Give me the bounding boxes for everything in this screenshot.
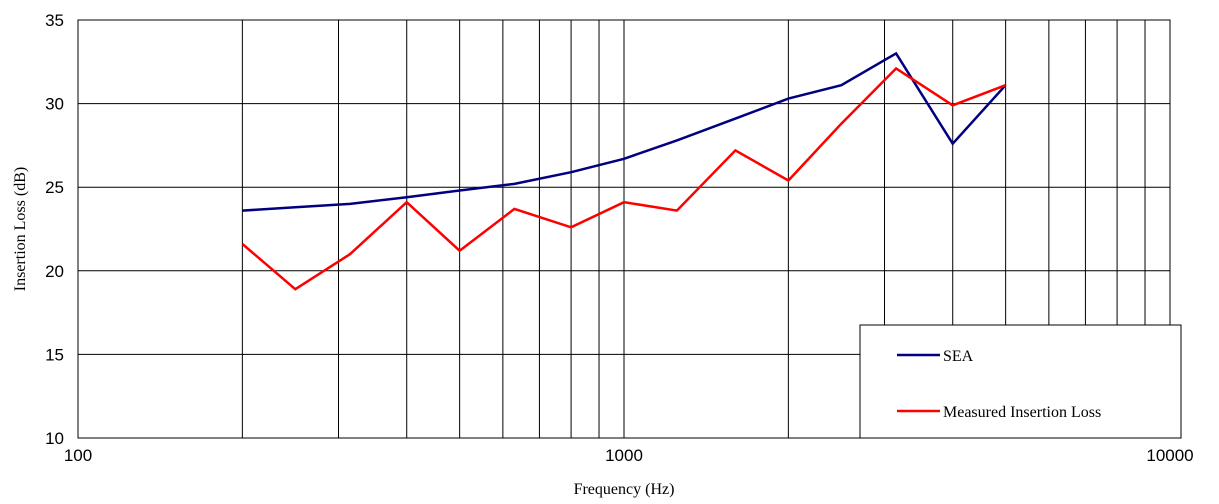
series-line-measured bbox=[241, 66, 1007, 291]
y-tick-label: 35 bbox=[45, 11, 64, 30]
y-tick-label: 10 bbox=[45, 429, 64, 448]
x-tick-label: 1000 bbox=[605, 446, 643, 465]
x-axis-title: Frequency (Hz) bbox=[574, 481, 675, 498]
plot-area bbox=[77, 19, 1171, 439]
legend-box bbox=[859, 324, 1182, 439]
y-axis-title: Insertion Loss (dB) bbox=[12, 167, 29, 291]
series-group bbox=[241, 51, 1007, 291]
legend-label-measured: Measured Insertion Loss bbox=[943, 404, 1101, 421]
y-tick-label: 20 bbox=[45, 262, 64, 281]
y-tick-label: 15 bbox=[45, 345, 64, 364]
y-tick-labels: 10 15 20 25 30 35 bbox=[45, 11, 64, 448]
y-tick-label: 30 bbox=[45, 95, 64, 114]
legend: SEA Measured Insertion Loss bbox=[859, 324, 1182, 439]
x-tick-label: 100 bbox=[64, 446, 92, 465]
y-tick-label: 25 bbox=[45, 178, 64, 197]
x-tick-label: 10000 bbox=[1146, 446, 1193, 465]
legend-label-sea: SEA bbox=[943, 348, 974, 365]
x-tick-labels: 100 1000 10000 bbox=[64, 446, 1194, 465]
series-line-sea bbox=[242, 51, 1007, 212]
